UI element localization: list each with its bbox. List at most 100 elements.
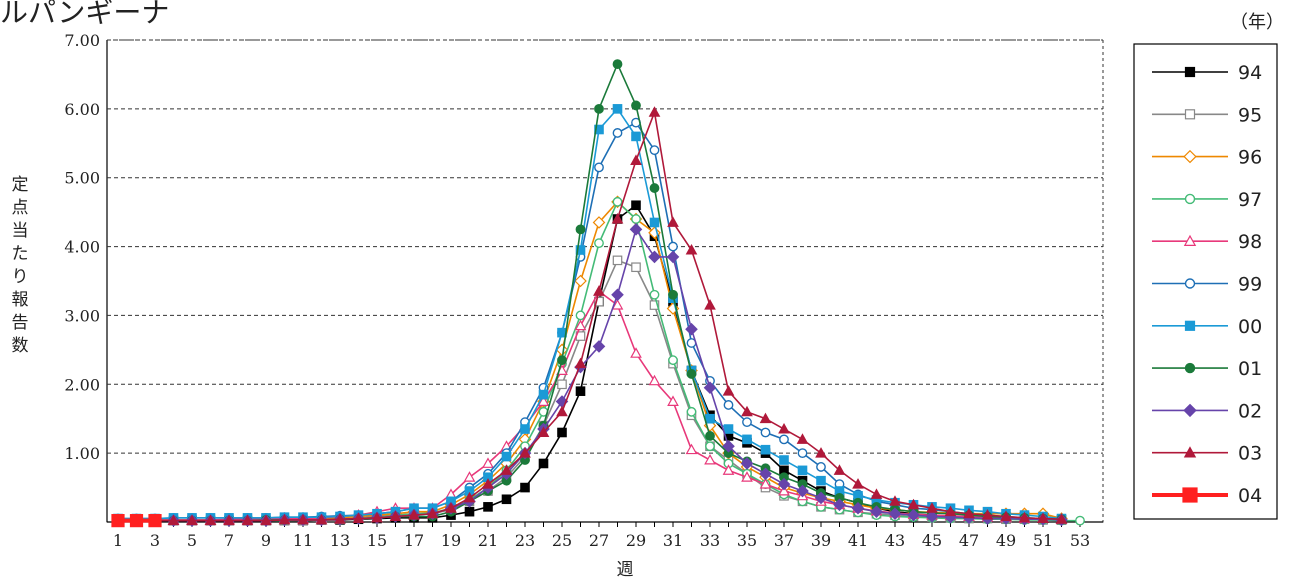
data-point <box>557 355 567 366</box>
x-tick-label: 21 <box>478 531 498 550</box>
data-point <box>925 510 939 523</box>
data-point <box>1184 320 1196 331</box>
x-tick-label: 9 <box>261 531 271 550</box>
data-point <box>777 477 791 491</box>
x-tick-label: 25 <box>552 531 572 550</box>
x-tick-label: 27 <box>589 531 609 550</box>
data-point <box>611 212 624 224</box>
x-tick-label: 1 <box>113 531 123 550</box>
data-point <box>704 299 716 310</box>
data-point <box>1182 487 1198 503</box>
data-point <box>538 458 549 469</box>
y-tick-label: 2.00 <box>64 375 100 394</box>
data-point <box>334 513 346 524</box>
data-point <box>796 484 809 498</box>
data-point <box>556 405 568 417</box>
data-point <box>592 340 606 353</box>
data-point <box>631 200 641 211</box>
legend-entry-97: 97 <box>1152 189 1262 211</box>
chart-title: ルパンギーナ <box>0 0 169 29</box>
y-tick-label: 4.00 <box>64 238 100 257</box>
data-point <box>779 434 789 445</box>
x-tick-label: 15 <box>367 531 387 550</box>
data-point <box>575 386 586 396</box>
series-line <box>118 109 1062 522</box>
data-point <box>575 310 586 321</box>
data-point <box>740 457 754 470</box>
legend-entry-96: 96 <box>1152 147 1262 169</box>
y-axis-ticks: 1.00 2.00 3.00 4.00 5.00 6.00 7.00 <box>64 31 100 463</box>
x-tick-label: 33 <box>700 531 720 550</box>
x-tick-label: 35 <box>737 531 757 550</box>
data-point <box>668 355 678 366</box>
year-unit-label: （年） <box>1230 12 1284 33</box>
y-tick-label: 6.00 <box>64 100 100 119</box>
data-point <box>537 426 550 437</box>
data-point <box>668 289 678 300</box>
data-point <box>760 427 771 438</box>
data-point <box>648 250 661 264</box>
x-tick-label: 51 <box>1033 531 1053 550</box>
data-point <box>1055 513 1068 524</box>
x-tick-label: 23 <box>515 531 535 550</box>
data-point <box>297 513 309 525</box>
data-point <box>685 443 698 455</box>
data-point <box>723 400 734 410</box>
legend-label: 04 <box>1238 485 1262 507</box>
data-point <box>204 514 217 526</box>
data-point <box>649 217 660 228</box>
data-point <box>1184 278 1196 289</box>
legend-label: 96 <box>1238 147 1262 169</box>
legend-label: 01 <box>1238 358 1262 380</box>
data-point <box>686 369 697 379</box>
series-03 <box>112 106 1068 526</box>
legend-label: 02 <box>1238 400 1262 422</box>
data-point <box>223 514 235 526</box>
data-point <box>629 223 643 236</box>
legend-label: 95 <box>1238 104 1262 126</box>
data-point <box>593 285 605 296</box>
data-point <box>816 462 826 472</box>
series-line <box>118 259 1062 522</box>
data-point <box>814 491 828 505</box>
y-tick-label: 1.00 <box>64 444 100 463</box>
data-point <box>631 214 641 224</box>
data-point <box>612 104 623 114</box>
data-point <box>594 296 604 307</box>
data-point <box>907 508 920 522</box>
data-point <box>759 478 772 489</box>
data-point <box>241 514 254 526</box>
data-point <box>501 451 512 462</box>
data-point <box>612 128 623 138</box>
data-point <box>537 395 550 406</box>
series-02 <box>111 223 1068 527</box>
data-point <box>705 441 715 452</box>
data-point <box>500 464 513 475</box>
data-point <box>574 357 587 369</box>
data-point <box>686 406 697 417</box>
series-04 <box>111 514 162 528</box>
data-point <box>1184 109 1196 120</box>
data-point <box>649 300 660 310</box>
data-point <box>538 389 549 400</box>
series-layer <box>111 59 1085 528</box>
data-point <box>631 131 641 142</box>
data-point <box>1184 362 1196 374</box>
series-01 <box>113 59 1067 526</box>
data-point <box>631 262 641 273</box>
data-point <box>815 447 827 458</box>
data-point <box>649 183 660 193</box>
data-point <box>759 412 772 424</box>
data-point <box>148 514 162 528</box>
x-tick-label: 17 <box>404 531 424 550</box>
legend-entry-94: 94 <box>1152 62 1262 84</box>
data-point <box>833 464 846 475</box>
data-point <box>611 288 624 302</box>
data-point <box>631 100 641 111</box>
data-point <box>575 224 586 235</box>
data-point <box>685 322 698 336</box>
data-point <box>1075 515 1085 526</box>
data-point <box>260 514 272 526</box>
data-point <box>426 507 439 519</box>
